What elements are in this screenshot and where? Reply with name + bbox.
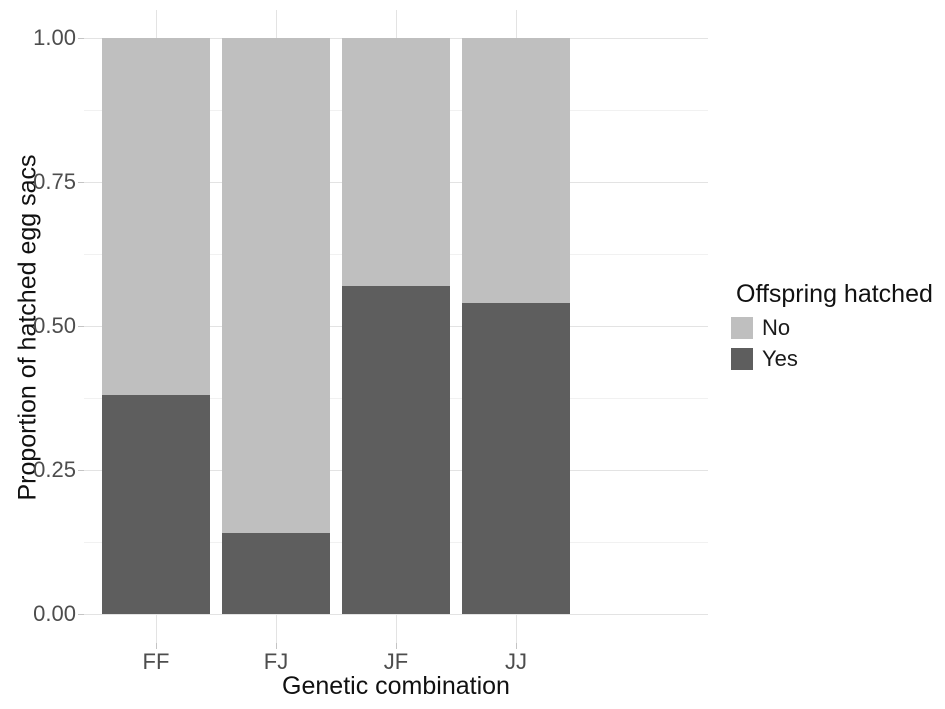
y-tick-label: 0.25: [33, 457, 76, 482]
bar-jf: [342, 10, 450, 643]
legend-title: Offspring hatched: [736, 280, 933, 308]
y-tick-mark: [78, 469, 84, 471]
bar-segment-fj-no: [222, 38, 330, 534]
legend-swatch-no-icon: [731, 317, 753, 339]
x-tick-mark: [515, 643, 517, 649]
legend-swatch-yes-icon: [731, 348, 753, 370]
bar-segment-fj-yes: [222, 533, 330, 614]
bar-segment-jf-yes: [342, 285, 450, 614]
bar-segment-jj-no: [462, 38, 570, 303]
x-tick-mark: [155, 643, 157, 649]
x-tick-label-fj: FJ: [263, 649, 289, 674]
bar-ff: [102, 10, 210, 643]
x-tick-mark: [275, 643, 277, 649]
x-axis-title: Genetic combination: [282, 672, 510, 700]
legend: Offspring hatched No Yes: [731, 280, 941, 378]
y-tick-mark: [78, 181, 84, 183]
legend-item-no: No: [731, 316, 941, 340]
bar-fj: [222, 10, 330, 643]
bar-segment-jf-no: [342, 38, 450, 286]
y-tick-label: 0.00: [33, 601, 76, 626]
y-tick-mark: [78, 325, 84, 327]
legend-label-yes: Yes: [762, 346, 798, 371]
y-tick-label: 0.50: [33, 313, 76, 338]
x-tick-label-jj: JJ: [505, 649, 527, 674]
legend-label-no: No: [762, 315, 791, 340]
bar-jj: [462, 10, 570, 643]
bar-segment-jj-yes: [462, 302, 570, 614]
bar-segment-ff-yes: [102, 395, 210, 614]
y-tick-label: 1.00: [33, 25, 76, 50]
x-tick-label-jf: JF: [383, 649, 409, 674]
bar-segment-ff-no: [102, 38, 210, 396]
y-tick-mark: [78, 613, 84, 615]
y-tick-mark: [78, 37, 84, 39]
legend-item-yes: Yes: [731, 347, 941, 371]
plot-panel: [84, 10, 708, 643]
y-tick-label: 0.75: [33, 169, 76, 194]
x-tick-label-ff: FF: [142, 649, 170, 674]
x-tick-mark: [395, 643, 397, 649]
